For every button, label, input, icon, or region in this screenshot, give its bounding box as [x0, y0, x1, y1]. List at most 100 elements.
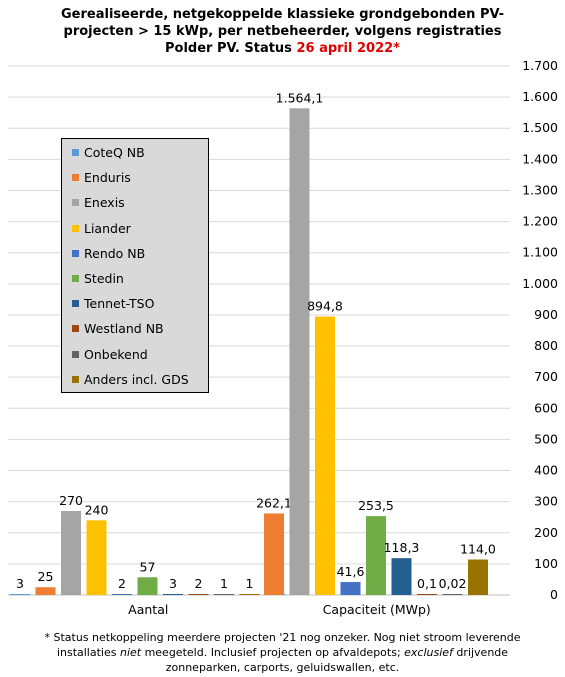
data-label: 270	[59, 493, 83, 508]
data-label: 0,02	[439, 576, 467, 591]
legend-label: Anders incl. GDS	[84, 371, 189, 387]
legend-swatch	[72, 375, 79, 383]
y-tick-label: 700	[534, 369, 558, 384]
y-tick-label: 1.200	[522, 214, 558, 229]
y-tick-label: 800	[534, 338, 558, 353]
y-tick-label: 1.500	[522, 120, 558, 135]
legend-label: Rendo NB	[84, 245, 146, 261]
bar	[137, 577, 158, 595]
bar	[289, 108, 310, 595]
legend-swatch	[72, 275, 79, 282]
data-label: 114,0	[460, 542, 496, 557]
legend-label: CoteQ NB	[84, 145, 145, 160]
data-label: 25	[38, 569, 54, 584]
bar	[366, 516, 386, 595]
legend-swatch	[72, 249, 79, 257]
y-tick-label: 1.000	[522, 276, 558, 291]
category-label: Aantal	[128, 602, 168, 617]
y-tick-label: 100	[534, 556, 558, 571]
data-label: 1.564,1	[276, 90, 324, 105]
y-tick-label: 200	[534, 525, 558, 540]
y-tick-label: 600	[534, 400, 558, 415]
data-label: 1	[220, 576, 228, 591]
title-date: 26 april 2022*	[296, 41, 400, 56]
data-label: 2	[195, 576, 203, 591]
legend: CoteQ NB Enduris Enexis Liander Rendo NB Sted…	[61, 138, 209, 393]
footnote-line-2-em1: niet	[119, 646, 142, 659]
bar	[214, 594, 234, 595]
footnote-line-3: zonneparken, carports, geluidswallen, et…	[165, 661, 400, 674]
y-tick-label: 900	[534, 307, 558, 322]
y-tick-label: 1.600	[522, 89, 558, 104]
bar	[61, 510, 81, 595]
data-label: 0,1	[417, 576, 437, 591]
bar	[86, 520, 107, 595]
bar	[10, 594, 30, 595]
footnote-line-2: installaties niet meegeteld. Inclusief p…	[0, 645, 565, 660]
data-label: 240	[85, 502, 109, 517]
legend-swatch	[72, 325, 79, 333]
bar	[391, 558, 412, 595]
bar	[264, 513, 284, 595]
legend-item: Enexis	[72, 195, 125, 210]
legend-item: Westland NB	[72, 321, 164, 336]
legend-item: Enduris	[72, 170, 131, 185]
y-tick-label: 400	[534, 463, 558, 478]
legend-label: Enduris	[84, 170, 131, 186]
legend-item: Onbekend	[72, 347, 148, 362]
bar	[468, 559, 488, 595]
bar	[188, 594, 209, 595]
legend-swatch	[72, 199, 79, 207]
data-label: 3	[16, 576, 24, 591]
footnote-line-2-b: meegeteld. Inclusief projecten op afvald…	[141, 646, 405, 659]
footnote-line-1: * Status netkoppeling meerdere projecten…	[44, 631, 521, 644]
legend-label: Stedin	[84, 271, 124, 286]
y-tick-label: 1.100	[522, 245, 558, 260]
legend-label: Enexis	[84, 195, 125, 211]
data-label: 118,3	[384, 540, 420, 555]
data-label: 1	[246, 576, 254, 591]
bar	[112, 594, 132, 595]
footnote-line-2-c: drijvende	[452, 646, 509, 659]
legend-item: Anders incl. GDS	[72, 372, 189, 387]
bar	[315, 316, 335, 595]
category-label: Capaciteit (MWp)	[323, 602, 431, 617]
legend-swatch	[72, 350, 79, 358]
data-label: 3	[169, 576, 177, 591]
bar	[163, 594, 183, 595]
data-label: 894,8	[307, 299, 343, 314]
footnote: * Status netkoppeling meerdere projecten…	[0, 630, 565, 675]
legend-swatch	[72, 300, 79, 308]
legend-label: Onbekend	[84, 346, 148, 362]
data-label: 253,5	[358, 498, 394, 513]
y-tick-label: 1.400	[522, 151, 558, 166]
footnote-line-2-em2: exclusief	[404, 646, 453, 659]
y-tick-label: 0	[550, 587, 558, 602]
legend-swatch	[72, 174, 79, 182]
legend-item: Stedin	[72, 271, 124, 286]
bar	[35, 587, 56, 595]
legend-swatch	[72, 149, 79, 156]
footnote-line-2-a: installaties	[56, 646, 120, 659]
legend-item: Tennet-TSO	[72, 296, 154, 311]
legend-item: CoteQ NB	[72, 145, 145, 160]
legend-label: Liander	[84, 220, 131, 236]
legend-label: Tennet-TSO	[84, 296, 155, 312]
data-label: 41,6	[337, 564, 365, 579]
bar	[417, 594, 437, 595]
data-label: 262,1	[256, 495, 292, 510]
y-tick-label: 500	[534, 431, 558, 446]
bar	[340, 582, 361, 595]
title-line-2: projecten > 15 kWp, per netbeheerder, vo…	[63, 24, 502, 39]
bar	[442, 594, 463, 595]
legend-item: Rendo NB	[72, 246, 145, 261]
bar	[239, 594, 260, 595]
y-tick-label: 1.300	[522, 182, 558, 197]
y-tick-label: 1.700	[522, 58, 558, 73]
data-label: 2	[118, 576, 126, 591]
legend-swatch	[72, 224, 79, 232]
data-label: 57	[140, 559, 156, 574]
title-line-1: Gerealiseerde, netgekoppelde klassieke g…	[61, 7, 504, 22]
chart-title: Gerealiseerde, netgekoppelde klassieke g…	[0, 6, 565, 57]
